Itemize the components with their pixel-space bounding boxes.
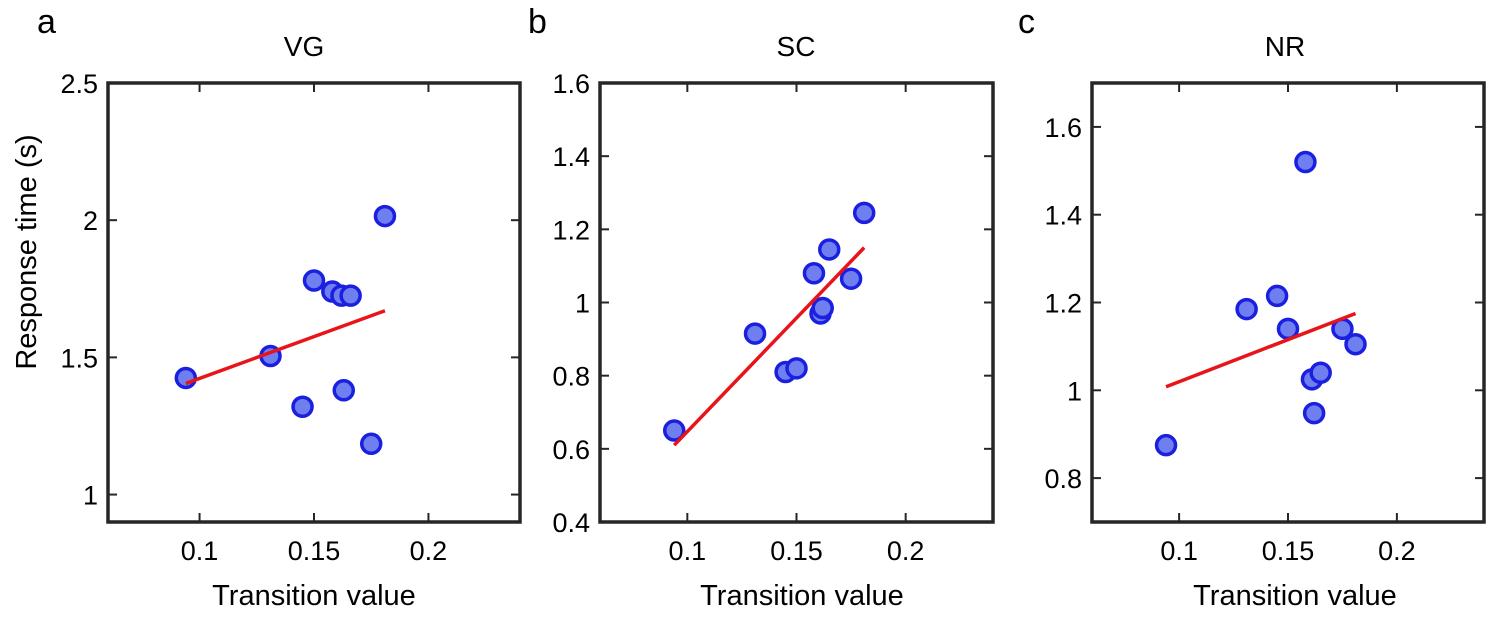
- x-axis-label-b: Transition value: [700, 580, 904, 612]
- data-point-b: [802, 261, 826, 285]
- x-tick-label-a: 0.15: [288, 536, 341, 566]
- y-tick-label-c: 1: [1067, 376, 1082, 406]
- data-point-a: [339, 284, 362, 307]
- data-point-b: [785, 357, 808, 380]
- panel-letter-b: b: [528, 3, 547, 41]
- x-tick-label-a: 0.2: [410, 536, 448, 566]
- x-tick-label-c: 0.1: [1160, 536, 1198, 566]
- panel-title-a: VG: [284, 31, 324, 62]
- data-point-b: [743, 322, 767, 345]
- data-point-c: [1154, 433, 1178, 457]
- data-point-a: [302, 269, 326, 292]
- panel-letter-c: c: [1018, 3, 1035, 41]
- data-point-b: [662, 419, 686, 442]
- y-tick-label-b: 0.6: [552, 435, 590, 465]
- fit-line-a: [185, 309, 386, 386]
- data-point-c: [1309, 361, 1332, 384]
- y-tick-label-c: 1.4: [1044, 201, 1082, 231]
- x-tick-label-b: 0.1: [669, 536, 707, 566]
- y-tick-label-b: 0.4: [552, 508, 590, 538]
- plot-area-a: [174, 204, 397, 456]
- y-tick-label-b: 1: [575, 289, 590, 319]
- y-tick-label-a: 2.5: [60, 69, 98, 99]
- x-tick-label-c: 0.2: [1378, 536, 1416, 566]
- panel-c: c NR Transition value 0.1 0.15 0.2 0.8 1 1.2 1…: [1018, 3, 1486, 612]
- plot-area-b: [662, 201, 876, 447]
- data-point-a: [174, 366, 198, 390]
- data-point-c: [1344, 332, 1367, 356]
- x-tick-label-c: 0.15: [1262, 536, 1315, 566]
- fit-line-b: [672, 246, 866, 447]
- x-tick-label-b: 0.2: [887, 536, 925, 566]
- data-point-c: [1265, 284, 1289, 308]
- plot-area-c: [1154, 150, 1367, 457]
- y-tick-label-b: 1.2: [552, 215, 590, 245]
- axes-box-c: [1090, 81, 1486, 524]
- x-tick-label-b: 0.15: [770, 536, 823, 566]
- axes-box-b: [598, 81, 995, 524]
- panel-b: b SC Transition value 0.1 0.15 0.2 0.4 0.6 0.…: [528, 3, 995, 612]
- data-point-c: [1302, 401, 1326, 425]
- axes-box-a: [106, 81, 522, 524]
- data-point-b: [839, 267, 863, 290]
- data-point-b: [852, 201, 876, 225]
- y-tick-label-a: 1: [83, 481, 98, 511]
- panel-title-b: SC: [777, 31, 816, 62]
- y-tick-label-b: 0.8: [552, 362, 590, 392]
- data-point-b: [818, 238, 841, 261]
- data-point-a: [291, 395, 314, 419]
- y-tick-label-c: 0.8: [1044, 464, 1082, 494]
- panel-letter-a: a: [37, 3, 56, 41]
- y-tick-label-a: 2: [83, 206, 98, 236]
- panel-a: a VG Transition value Response time (s) …: [11, 3, 522, 612]
- x-tick-label-a: 0.1: [181, 536, 219, 566]
- data-point-c: [1235, 297, 1258, 321]
- panel-title-c: NR: [1265, 31, 1305, 62]
- y-tick-label-b: 1.4: [552, 142, 590, 172]
- y-tick-label-c: 1.6: [1044, 113, 1082, 143]
- y-tick-label-c: 1.2: [1044, 289, 1082, 319]
- data-point-a: [373, 204, 397, 228]
- y-tick-label-b: 1.6: [552, 69, 590, 99]
- x-axis-label-c: Transition value: [1193, 580, 1397, 612]
- data-point-a: [332, 379, 356, 402]
- y-tick-label-a: 1.5: [60, 343, 98, 373]
- data-point-a: [359, 432, 383, 456]
- y-axis-label-a: Response time (s): [11, 134, 43, 369]
- data-point-b: [811, 296, 834, 320]
- data-point-c: [1294, 150, 1317, 174]
- fit-line-c: [1165, 311, 1357, 389]
- x-axis-label-a: Transition value: [212, 580, 416, 612]
